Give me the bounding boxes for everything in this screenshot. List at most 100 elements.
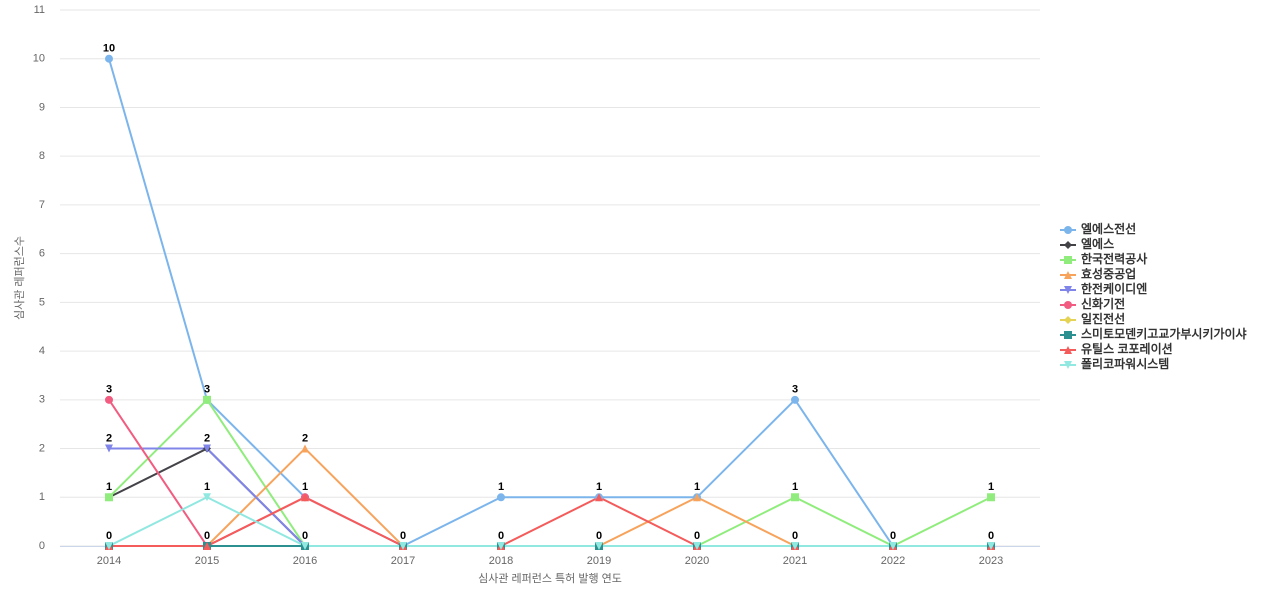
data-label: 1: [106, 481, 112, 493]
y-tick-label: 6: [39, 248, 45, 260]
legend-marker: [1064, 346, 1072, 354]
data-label: 0: [204, 530, 210, 542]
y-tick-label: 3: [39, 394, 45, 406]
data-point: [301, 493, 309, 502]
series-line: [109, 496, 991, 547]
data-point: [889, 542, 897, 550]
series-line: [108, 399, 991, 548]
data-label: 0: [400, 530, 406, 542]
data-label: 3: [204, 384, 210, 396]
data-point: [595, 493, 603, 502]
data-point: [203, 542, 211, 550]
data-label: 1: [596, 481, 602, 493]
legend-marker: [1064, 331, 1072, 339]
y-tick-label: 0: [39, 540, 45, 552]
data-point: [105, 493, 113, 502]
legend-label: 효성중공업: [1081, 267, 1136, 281]
series-line: [108, 398, 992, 548]
x-tick-label: 2021: [783, 555, 807, 567]
data-point: [301, 542, 309, 550]
data-point: [105, 444, 113, 453]
x-tick-label: 2020: [685, 555, 709, 567]
x-tick-label: 2016: [293, 555, 317, 567]
y-tick-label: 4: [39, 345, 45, 357]
data-label: 1: [792, 481, 798, 493]
x-tick-label: 2023: [979, 555, 1003, 567]
legend-marker: [1064, 256, 1072, 264]
x-tick-label: 2018: [489, 555, 513, 567]
series-line: [108, 58, 991, 548]
data-point: [203, 395, 211, 404]
data-label: 3: [792, 384, 798, 396]
legend-label: 한국전력공사: [1081, 251, 1147, 266]
data-label: 2: [204, 432, 210, 444]
y-tick-label: 2: [39, 442, 45, 454]
data-point: [203, 444, 211, 453]
legend-label: 신화기전: [1081, 296, 1125, 311]
legend-marker: [1064, 271, 1072, 279]
y-tick-label: 9: [39, 101, 45, 113]
data-label: 0: [988, 530, 994, 542]
data-label: 1: [204, 481, 210, 493]
x-tick-label: 2015: [195, 555, 219, 567]
data-label: 1: [694, 481, 700, 493]
y-tick-label: 7: [39, 199, 45, 211]
data-label: 1: [498, 481, 504, 493]
legend-label: 엘에스전선: [1081, 221, 1136, 236]
data-point: [791, 542, 799, 550]
data-point: [301, 444, 309, 453]
data-label: 3: [106, 384, 112, 396]
data-point: [497, 493, 505, 502]
data-point: [791, 493, 799, 502]
data-label: 0: [106, 530, 112, 542]
data-label: 0: [694, 530, 700, 542]
data-label: 1: [988, 481, 994, 493]
data-point: [791, 395, 799, 404]
legend-label: 일진전선: [1081, 311, 1125, 326]
data-point: [693, 542, 701, 550]
data-label: 0: [498, 530, 504, 542]
data-label: 2: [302, 432, 308, 444]
legend-label: 폴리코파워시스템: [1081, 356, 1169, 371]
legend-marker: [1064, 286, 1072, 294]
x-axis-title: 심사관 레퍼런스 특허 발행 연도: [478, 572, 622, 585]
data-point: [693, 493, 701, 502]
data-point: [105, 542, 113, 550]
legend-marker: [1064, 361, 1072, 369]
data-point: [497, 542, 505, 550]
y-axis-title: 심사관 레퍼런스수: [13, 236, 26, 320]
data-point: [105, 54, 113, 63]
series-line: [108, 496, 991, 547]
data-point: [203, 493, 211, 502]
legend-marker: [1064, 301, 1072, 309]
data-label: 0: [596, 530, 602, 542]
legend-label: 한전케이디엔: [1081, 281, 1147, 296]
y-tick-label: 8: [39, 150, 45, 162]
data-label: 2: [106, 432, 112, 444]
data-label: 1: [302, 481, 308, 493]
legend-label: 스미토모덴키고교가부시키가이샤: [1081, 326, 1247, 341]
y-tick-label: 5: [39, 296, 45, 308]
y-tick-label: 11: [34, 4, 45, 16]
legend-label: 유틸스 코포레이션: [1081, 341, 1173, 356]
legend-marker: [1064, 316, 1072, 324]
data-label: 10: [103, 43, 115, 55]
x-tick-label: 2017: [391, 555, 415, 567]
y-tick-label: 10: [33, 53, 45, 65]
data-label: 0: [792, 530, 798, 542]
data-point: [399, 542, 407, 550]
data-point: [105, 395, 113, 404]
legend-marker: [1064, 241, 1072, 249]
data-label: 0: [890, 530, 896, 542]
y-tick-label: 1: [39, 491, 45, 503]
data-point: [987, 542, 995, 550]
x-tick-label: 2019: [587, 555, 611, 567]
x-tick-label: 2014: [97, 555, 121, 567]
data-label: 0: [302, 530, 308, 542]
x-tick-label: 2022: [881, 555, 905, 567]
data-point: [595, 542, 603, 550]
legend-label: 엘에스: [1081, 236, 1114, 251]
legend-marker: [1064, 226, 1072, 234]
